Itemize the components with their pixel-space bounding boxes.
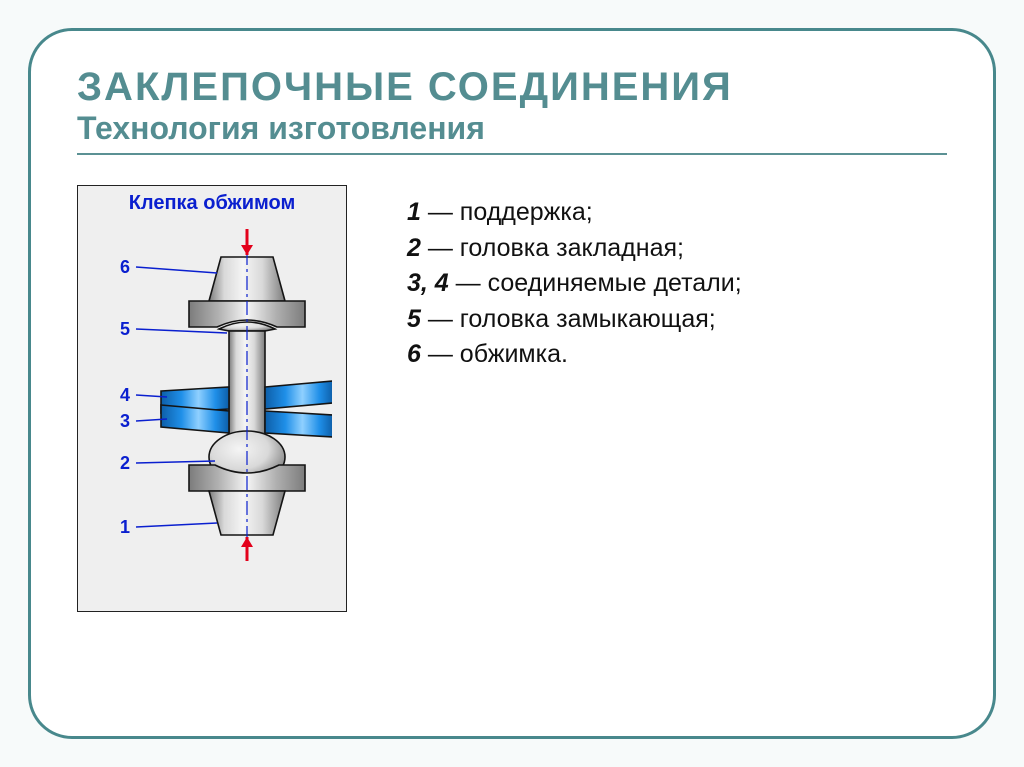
slide-frame: ЗАКЛЕПОЧНЫЕ СОЕДИНЕНИЯ Технология изгото… <box>28 28 996 739</box>
svg-text:6: 6 <box>120 257 130 277</box>
svg-text:5: 5 <box>120 319 130 339</box>
title-subtitle: Технология изготовления <box>77 110 947 147</box>
legend-item: 2 — головка закладная; <box>407 231 742 267</box>
legend: 1 — поддержка; 2 — головка закладная; 3,… <box>407 195 742 373</box>
legend-item: 3, 4 — соединяемые детали; <box>407 266 742 302</box>
svg-text:4: 4 <box>120 385 130 405</box>
diagram-title: Клепка обжимом <box>82 192 342 215</box>
rivet-diagram: 6 5 4 3 2 1 <box>92 221 332 601</box>
svg-text:3: 3 <box>120 411 130 431</box>
legend-item: 6 — обжимка. <box>407 337 742 373</box>
title-block: ЗАКЛЕПОЧНЫЕ СОЕДИНЕНИЯ Технология изгото… <box>77 65 947 155</box>
legend-item: 5 — головка замыкающая; <box>407 302 742 338</box>
svg-text:2: 2 <box>120 453 130 473</box>
diagram-panel: Клепка обжимом 6 5 4 3 2 1 <box>77 185 347 612</box>
legend-item: 1 — поддержка; <box>407 195 742 231</box>
title-main: ЗАКЛЕПОЧНЫЕ СОЕДИНЕНИЯ <box>77 65 947 110</box>
svg-text:1: 1 <box>120 517 130 537</box>
